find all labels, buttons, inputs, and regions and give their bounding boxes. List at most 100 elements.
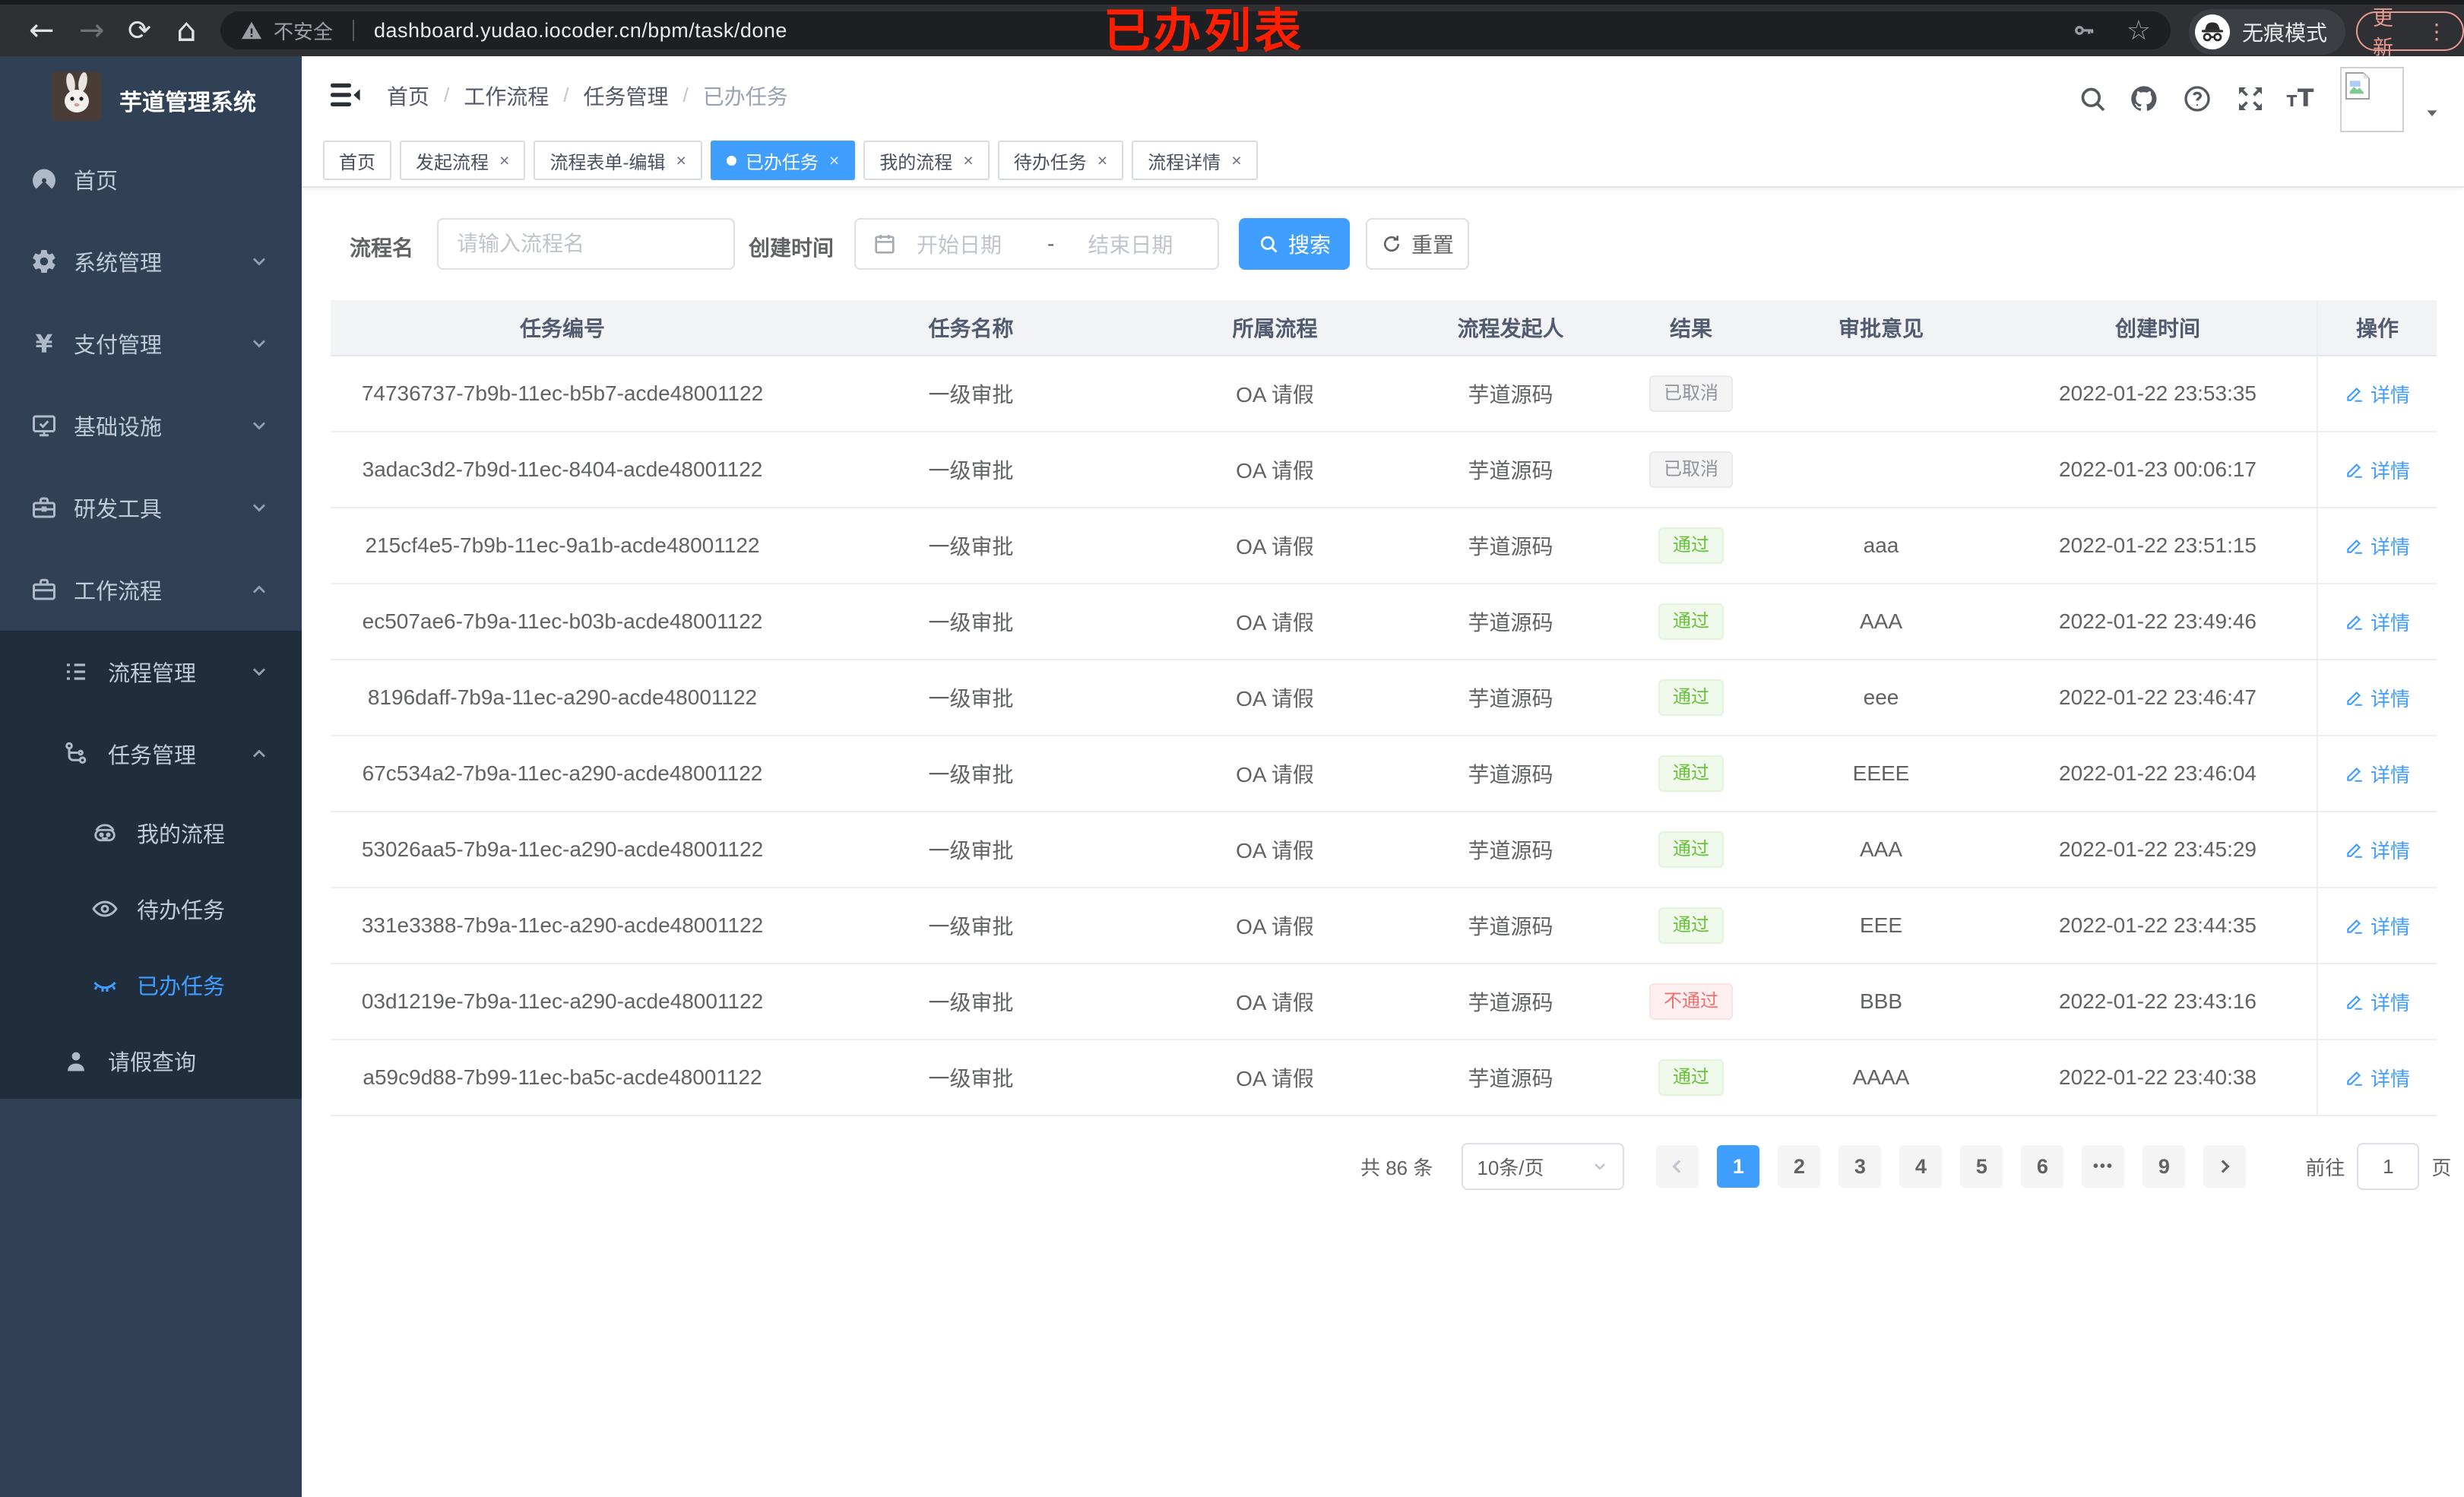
- prev-page-button[interactable]: [1656, 1145, 1699, 1188]
- tab-label: 流程详情: [1148, 152, 1221, 173]
- close-icon[interactable]: ×: [1231, 150, 1242, 170]
- close-icon[interactable]: ×: [676, 150, 686, 170]
- detail-link[interactable]: 详情: [2345, 836, 2410, 864]
- tab-发起流程[interactable]: 发起流程 ×: [400, 141, 526, 180]
- sidebar-item-已办任务[interactable]: 已办任务: [0, 947, 302, 1023]
- tab-已办任务[interactable]: 已办任务 ×: [710, 141, 856, 180]
- overlay-annotation: 已办列表: [1104, 5, 1305, 58]
- fullscreen-icon[interactable]: [2235, 84, 2266, 114]
- forward-icon[interactable]: →: [79, 13, 105, 48]
- back-icon[interactable]: ←: [29, 13, 55, 48]
- detail-link[interactable]: 详情: [2345, 1064, 2410, 1092]
- robot-icon: [91, 819, 119, 847]
- tab-流程详情[interactable]: 流程详情 ×: [1132, 141, 1258, 180]
- result-badge: 已取消: [1649, 451, 1733, 488]
- page-button-5[interactable]: 5: [1960, 1145, 2003, 1188]
- detail-link[interactable]: 详情: [2345, 532, 2410, 560]
- sidebar-item-label: 研发工具: [74, 498, 163, 522]
- help-icon[interactable]: [2182, 84, 2212, 114]
- reset-button[interactable]: 重置: [1366, 218, 1469, 270]
- sidebar-item-label: 支付管理: [74, 334, 163, 358]
- dashboard-icon: [30, 166, 58, 193]
- tab-我的流程[interactable]: 我的流程 ×: [863, 141, 990, 180]
- page-button-6[interactable]: 6: [2021, 1145, 2064, 1188]
- url-bar[interactable]: 不安全 dashboard.yudao.iocoder.cn/bpm/task/…: [220, 11, 2171, 49]
- password-key-icon[interactable]: [2072, 18, 2096, 43]
- sidebar-item-任务管理[interactable]: 任务管理: [0, 713, 302, 795]
- detail-link[interactable]: 详情: [2345, 912, 2410, 940]
- detail-link[interactable]: 详情: [2345, 380, 2410, 408]
- reload-icon[interactable]: ⟳: [128, 14, 152, 47]
- sidebar-item-label: 任务管理: [108, 744, 197, 768]
- page-button-4[interactable]: 4: [1899, 1145, 1943, 1188]
- sidebar-item-label: 系统管理: [74, 252, 163, 276]
- date-range-picker[interactable]: 开始日期 - 结束日期: [854, 218, 1219, 270]
- end-date-placeholder[interactable]: 结束日期: [1088, 233, 1173, 257]
- home-icon[interactable]: ⌂: [176, 11, 197, 49]
- sidebar-item-请假查询[interactable]: 请假查询: [0, 1023, 302, 1099]
- sidebar-item-流程管理[interactable]: 流程管理: [0, 631, 302, 713]
- sidebar-item-label: 我的流程: [137, 823, 226, 847]
- breadcrumb-item[interactable]: 首页: [387, 84, 430, 109]
- cell-result: 已取消: [1619, 432, 1763, 507]
- cell-result: 通过: [1619, 1040, 1763, 1115]
- browser-menu-icon[interactable]: ⋮: [2426, 18, 2447, 44]
- page-button-2[interactable]: 2: [1778, 1145, 1821, 1188]
- close-icon[interactable]: ×: [828, 150, 840, 170]
- page-button-9[interactable]: 9: [2143, 1145, 2186, 1188]
- edit-pen-icon: [2345, 460, 2364, 479]
- breadcrumb-item[interactable]: 工作流程: [464, 84, 549, 109]
- tab-label: 待办任务: [1013, 152, 1087, 173]
- start-date-placeholder[interactable]: 开始日期: [917, 233, 1002, 257]
- search-button[interactable]: 搜索: [1239, 218, 1350, 270]
- detail-link[interactable]: 详情: [2345, 988, 2410, 1016]
- sidebar-item-基础设施[interactable]: 基础设施: [0, 385, 302, 467]
- avatar-caret-icon[interactable]: [2424, 105, 2440, 122]
- table-cell: 一级审批: [928, 383, 1014, 407]
- cell-result: 通过: [1619, 736, 1763, 811]
- sidebar-item-label: 流程管理: [108, 662, 197, 686]
- page-size-select[interactable]: 10条/页: [1462, 1143, 1625, 1190]
- cell-actions: 详情: [2317, 888, 2437, 963]
- close-icon[interactable]: ×: [499, 150, 510, 170]
- process-name-input[interactable]: [439, 220, 733, 268]
- tab-首页[interactable]: 首页: [323, 141, 391, 180]
- sidebar-item-待办任务[interactable]: 待办任务: [0, 871, 302, 947]
- eye-open-icon: [91, 895, 119, 923]
- sidebar-item-支付管理[interactable]: ¥ 支付管理: [0, 302, 302, 385]
- table-cell: 一级审批: [928, 535, 1014, 559]
- detail-link[interactable]: 详情: [2345, 760, 2410, 788]
- detail-link-label: 详情: [2370, 991, 2410, 1014]
- page-button-1[interactable]: 1: [1717, 1145, 1760, 1188]
- sidebar-item-研发工具[interactable]: 研发工具: [0, 467, 302, 549]
- github-icon[interactable]: [2129, 84, 2159, 114]
- close-icon[interactable]: ×: [963, 150, 974, 170]
- process-name-field: [437, 218, 735, 270]
- detail-link[interactable]: 详情: [2345, 684, 2410, 712]
- next-page-button[interactable]: [2203, 1145, 2247, 1188]
- sidebar-item-首页[interactable]: 首页: [0, 138, 302, 220]
- detail-link[interactable]: 详情: [2345, 608, 2410, 636]
- table-row: 331e3388-7b9a-11ec-a290-acde48001122 一级审批…: [331, 888, 2437, 964]
- sidebar-item-我的流程[interactable]: 我的流程: [0, 795, 302, 871]
- detail-link[interactable]: 详情: [2345, 456, 2410, 484]
- sidebar-item-工作流程[interactable]: 工作流程: [0, 549, 302, 631]
- tab-流程表单-编辑[interactable]: 流程表单-编辑 ×: [534, 141, 702, 180]
- sidebar-item-系统管理[interactable]: 系统管理: [0, 220, 302, 302]
- goto-label: 前往: [2305, 1156, 2345, 1179]
- goto-page-input[interactable]: [2357, 1143, 2420, 1190]
- tab-待办任务[interactable]: 待办任务 ×: [997, 141, 1124, 180]
- update-button[interactable]: 更新 ⋮: [2356, 7, 2464, 59]
- bookmark-star-icon[interactable]: ☆: [2126, 14, 2151, 46]
- search-icon[interactable]: [2077, 84, 2108, 114]
- sidebar-toggle-icon[interactable]: [327, 77, 363, 113]
- close-icon[interactable]: ×: [1097, 150, 1108, 170]
- page-button-3[interactable]: 3: [1838, 1145, 1882, 1188]
- avatar[interactable]: [2340, 67, 2404, 132]
- url-text[interactable]: dashboard.yudao.iocoder.cn/bpm/task/done: [374, 18, 787, 42]
- table-cell: EEE: [1859, 913, 1903, 937]
- edit-pen-icon: [2345, 384, 2364, 404]
- breadcrumb-item[interactable]: 任务管理: [583, 84, 669, 109]
- page-ellipsis-button[interactable]: •••: [2082, 1145, 2125, 1188]
